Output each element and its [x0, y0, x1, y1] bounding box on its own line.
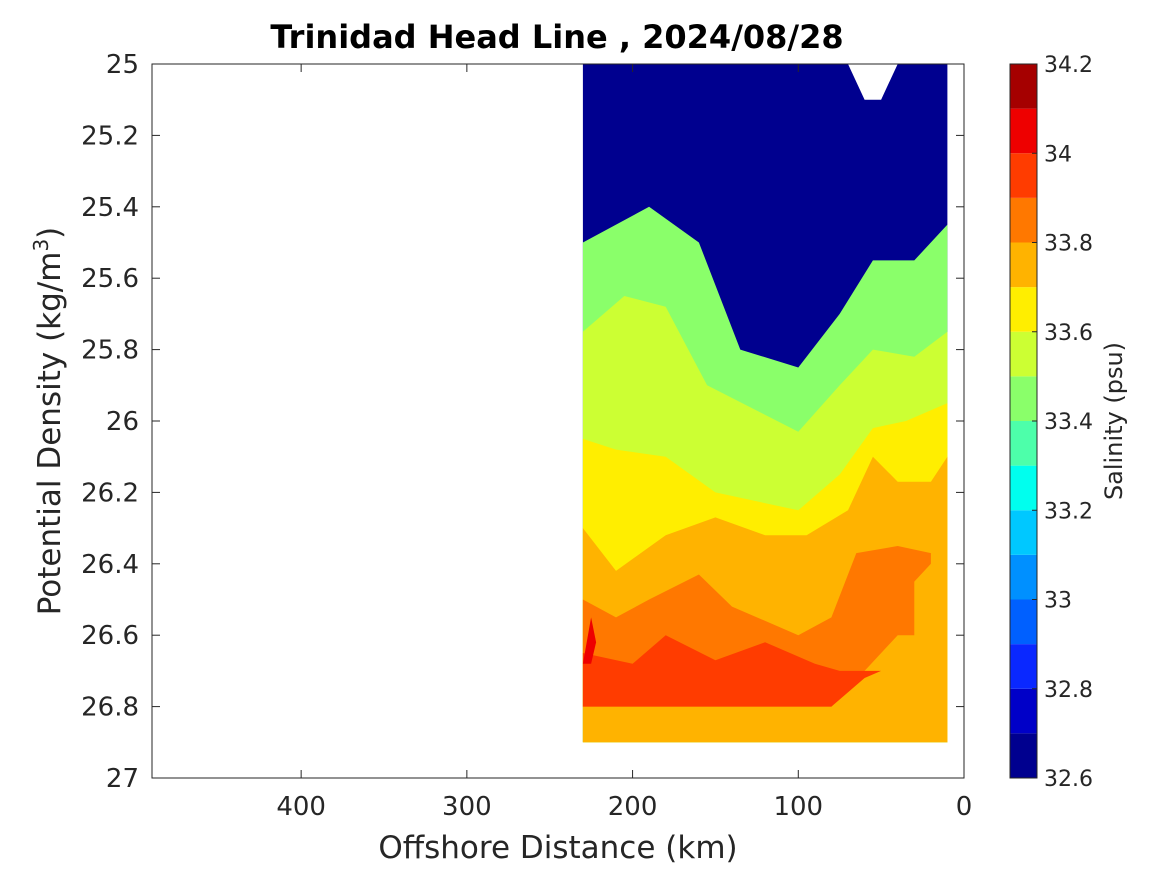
colorbar-swatch: [1010, 287, 1037, 332]
x-axis: 400 300 200 100 0: [276, 64, 972, 822]
colorbar-swatch: [1010, 376, 1037, 421]
colorbar-swatch: [1010, 510, 1037, 555]
colorbar-tick-label: 34.2: [1044, 53, 1093, 78]
plot-area: [151, 63, 965, 779]
contour-band-34: [582, 617, 597, 664]
colorbar-tick-label: 32.6: [1044, 767, 1093, 792]
colorbar-swatch: [1010, 153, 1037, 198]
colorbar-tick-label: 33.4: [1044, 410, 1093, 435]
y-axis-title-superscript: 3: [29, 239, 53, 252]
colorbar: [1009, 63, 1038, 779]
colorbar-tick-label: 33.6: [1044, 321, 1093, 346]
y-axis-title-main: Potential Density (kg/m: [32, 252, 68, 616]
colorbar-swatch: [1010, 242, 1037, 288]
y-tick-label: 26.2: [81, 478, 139, 508]
y-tick-label: 25.8: [81, 336, 139, 366]
colorbar-swatch: [1010, 644, 1037, 689]
contour-band-33-9: [582, 635, 882, 707]
colorbar-swatch: [1010, 688, 1037, 734]
y-tick-label: 26.8: [81, 693, 139, 723]
colorbar-label: Salinity (psu): [1100, 342, 1128, 500]
y-tick-label: 25.6: [81, 264, 139, 294]
colorbar-tick-label: 32.8: [1044, 678, 1093, 703]
y-tick-label: 25: [106, 50, 139, 80]
y-tick-label: 25.4: [81, 193, 139, 223]
colorbar-swatch: [1010, 733, 1037, 778]
colorbar-swatch: [1010, 64, 1037, 109]
y-tick-label: 25.2: [81, 121, 139, 151]
y-tick-label: 27: [106, 764, 139, 794]
colorbar-tick-label: 33.2: [1044, 499, 1093, 524]
colorbar-tick-label: 33.8: [1044, 232, 1093, 257]
x-tick-label: 300: [442, 792, 492, 822]
colorbar-swatch: [1010, 554, 1037, 600]
chart-title: Trinidad Head Line , 2024/08/28: [270, 18, 843, 56]
colorbar-swatch: [1010, 421, 1037, 466]
colorbar-ticks: 32.6 32.8 33 33.2 33.4 33.6 33.8 34 34.2: [1032, 53, 1093, 792]
colorbar-tick-label: 34: [1044, 142, 1072, 167]
x-tick-label: 400: [276, 792, 326, 822]
colorbar-swatch: [1010, 108, 1037, 154]
y-tick-label: 26.4: [81, 550, 139, 580]
no-data-gap: [848, 64, 898, 100]
colorbar-swatch: [1010, 599, 1037, 645]
y-axis-title: Potential Density (kg/m3): [29, 227, 68, 616]
x-tick-label: 100: [773, 792, 823, 822]
x-axis-title: Offshore Distance (km): [378, 830, 737, 866]
y-axis-title-close: ): [32, 227, 68, 239]
y-axis: 25 25.2 25.4 25.6 25.8 26 26.2 26.4 26.6 26.8 27: [81, 50, 964, 794]
colorbar-swatch: [1010, 465, 1037, 511]
colorbar-swatch: [1010, 331, 1037, 377]
x-tick-label: 0: [956, 792, 973, 822]
x-tick-label: 200: [608, 792, 658, 822]
colorbar-swatch: [1010, 197, 1037, 243]
y-tick-label: 26.6: [81, 621, 139, 651]
y-tick-label: 26: [106, 407, 139, 437]
colorbar-tick-label: 33: [1044, 589, 1072, 614]
